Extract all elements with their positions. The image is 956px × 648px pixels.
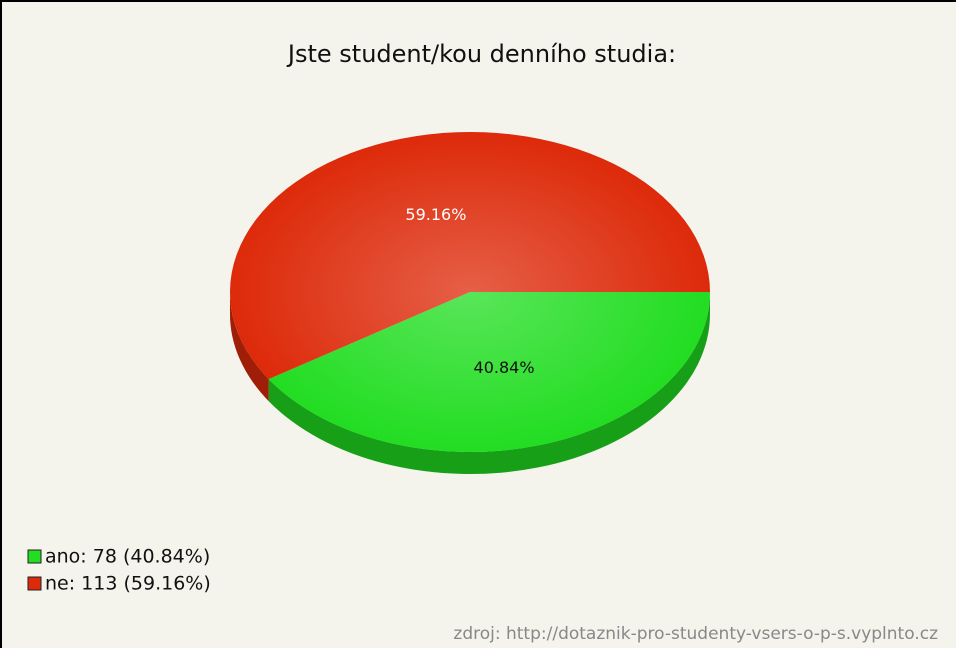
value-label: 40.84% [474,358,535,377]
legend-swatch [27,576,42,591]
chart-title: Jste student/kou denního studia: [286,40,676,68]
value-label: 59.16% [405,205,466,224]
source: zdroj: http://dotaznik-pro-studenty-vser… [453,624,938,644]
slice-side [268,292,710,475]
slice-side [230,292,269,402]
legend-swatch [27,549,42,564]
legend-label: ne: 113 (59.16%) [45,573,211,595]
side-shade [268,292,710,475]
legend-label: ano: 78 (40.84%) [45,546,210,568]
pie: 40.84% 59.16% [230,132,711,475]
side-shade [230,292,269,402]
highlight [230,132,710,452]
